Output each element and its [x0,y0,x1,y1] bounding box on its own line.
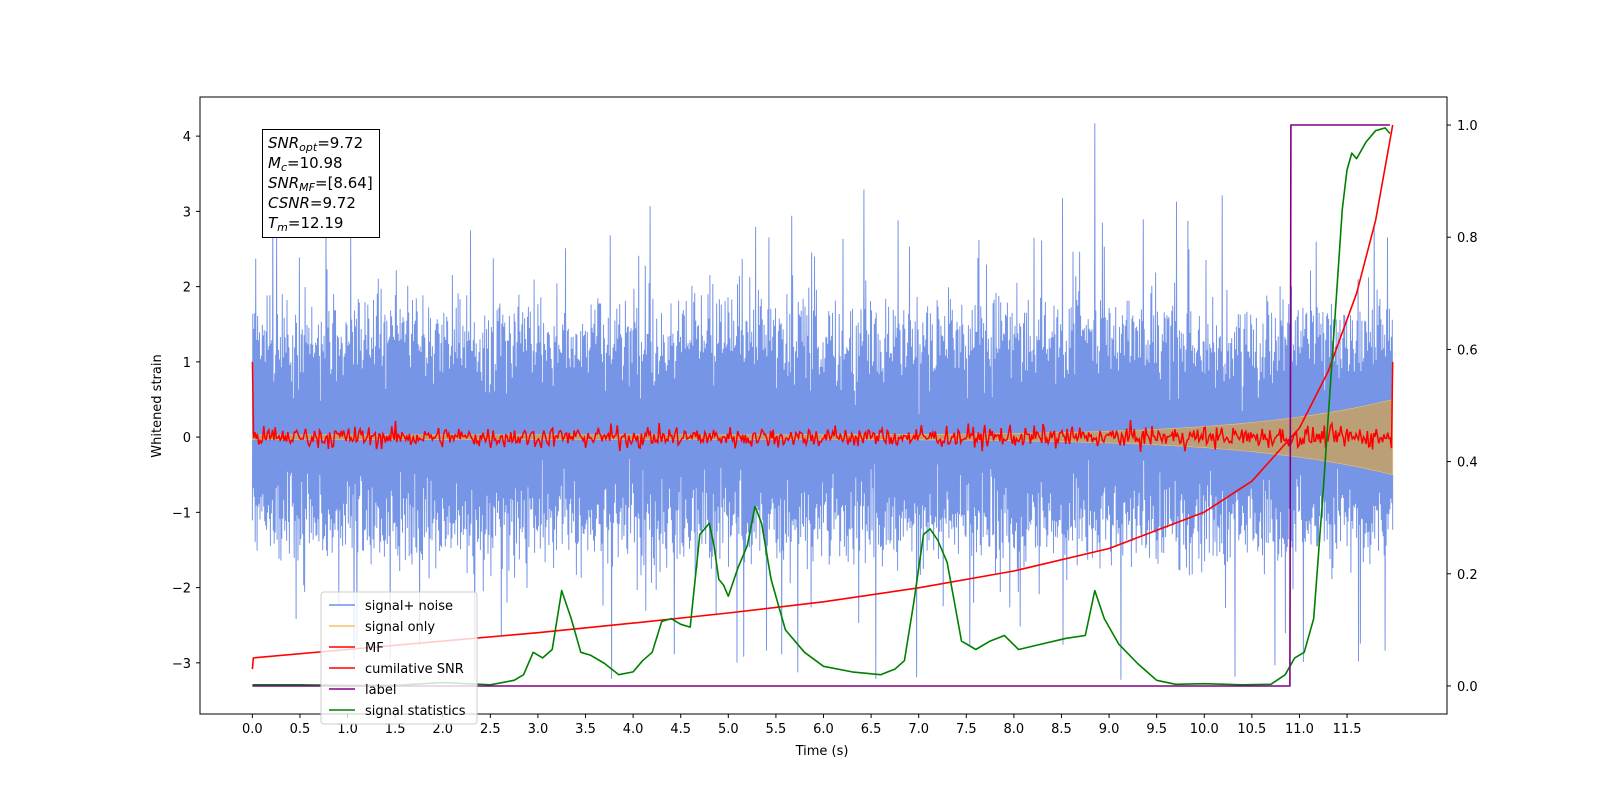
legend-label: MF [365,641,384,656]
info-mc-value: =10.98 [287,154,343,172]
x-tick-label: 11.0 [1285,722,1314,737]
x-tick-label: 5.5 [766,722,787,737]
x-tick-label: 0.5 [290,722,311,737]
info-snr-opt-name: SNR [268,134,300,152]
x-tick-label: 7.0 [908,722,929,737]
y-right-tick-label: 1.0 [1457,119,1478,134]
info-tm: Tm=12.19 [268,213,373,233]
x-tick-label: 8.5 [1051,722,1072,737]
info-snr-opt-sub: opt [299,141,318,154]
series-mf [251,361,1394,452]
info-snr-mf: SNRMF=[8.64] [268,173,373,193]
info-csnr-name: CSNR [268,194,310,212]
y-right-tick-label: 0.0 [1457,680,1478,695]
y-axis-left: −3 −2 −1 0 1 2 3 4 [172,130,200,672]
info-snr-opt: SNRopt=9.72 [268,133,373,153]
y-left-tick-label: 2 [183,281,191,296]
y-left-tick-label: −2 [172,582,191,597]
legend-label: signal statistics [365,704,466,719]
info-snr-mf-value: =[8.64] [315,174,373,192]
legend-label: label [365,683,396,698]
info-box: SNRopt=9.72 Mc=10.98 SNRMF=[8.64] CSNR=9… [262,129,380,238]
y-left-tick-label: 4 [183,130,191,145]
x-tick-label: 1.0 [337,722,358,737]
y-left-tick-label: −1 [172,506,191,521]
info-tm-sub: m [277,221,288,234]
info-snr-mf-sub: MF [299,181,315,194]
series-signal-statistics [252,127,1391,687]
y-right-tick-label: 0.6 [1457,343,1478,358]
info-snr-opt-value: =9.72 [317,134,364,152]
x-tick-label: 5.0 [718,722,739,737]
y-left-tick-label: −3 [172,657,191,672]
series-signal-plus-noise [251,123,1394,681]
info-mc-sub: c [280,161,288,174]
x-tick-label: 3.0 [528,722,549,737]
x-tick-label: 2.0 [432,722,453,737]
info-tm-name: T [268,214,278,232]
x-tick-label: 4.0 [623,722,644,737]
x-tick-label: 10.0 [1190,722,1219,737]
x-tick-label: 1.5 [385,722,406,737]
x-axis-label: Time (s) [795,744,849,759]
y-right-tick-label: 0.2 [1457,568,1478,583]
x-tick-label: 9.5 [1146,722,1167,737]
x-tick-label: 2.5 [480,722,501,737]
legend-label: cumilative SNR [365,662,464,677]
info-csnr-value: =9.72 [309,194,356,212]
info-mc: Mc=10.98 [268,153,373,173]
y-axis-label: Whitened strain [150,354,165,457]
legend-label: signal only [365,620,435,635]
series-label [252,124,1390,687]
y-left-tick-label: 1 [183,356,191,371]
x-tick-label: 7.5 [956,722,977,737]
info-csnr: CSNR=9.72 [268,193,373,213]
y-axis-right: 0.0 0.2 0.4 0.6 0.8 1.0 [1447,119,1478,695]
signal-statistics-line [252,127,1391,687]
x-tick-label: 0.0 [242,722,263,737]
signal-plus-noise-line [251,123,1394,681]
info-mc-name: M [268,154,281,172]
y-left-tick-label: 3 [183,205,191,220]
legend-label: signal+ noise [365,599,453,614]
x-axis: 0.0 0.5 1.0 1.5 2.0 2.5 3.0 3.5 4.0 4.5 5.0 5.5 6.0 6… [242,714,1362,737]
y-left-tick-label: 0 [183,431,191,446]
x-tick-label: 6.0 [813,722,834,737]
x-tick-label: 3.5 [575,722,596,737]
y-right-tick-label: 0.4 [1457,456,1478,471]
info-tm-value: =12.19 [287,214,344,232]
legend-frame [320,591,478,725]
legend: signal+ noise signal only MF cumilative SNR… [320,591,478,725]
x-tick-label: 4.5 [670,722,691,737]
x-tick-label: 9.0 [1099,722,1120,737]
info-snr-mf-name: SNR [268,174,300,192]
y-right-tick-label: 0.8 [1457,231,1478,246]
mf-line [251,361,1394,452]
x-tick-label: 6.5 [861,722,882,737]
x-tick-label: 8.0 [1004,722,1025,737]
label-line [252,124,1390,687]
x-tick-label: 10.5 [1237,722,1266,737]
x-tick-label: 11.5 [1333,722,1362,737]
